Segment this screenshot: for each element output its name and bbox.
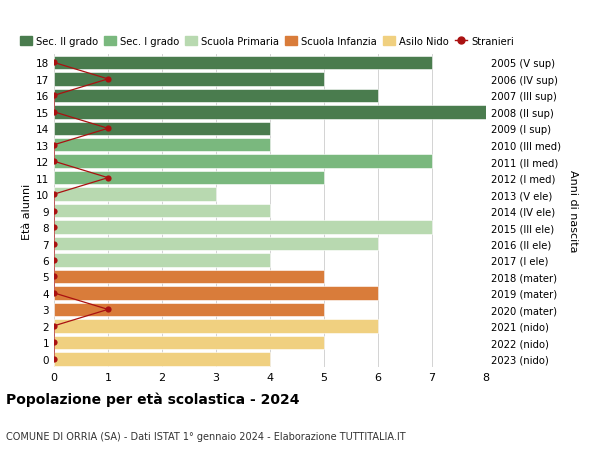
Bar	[54, 188, 216, 202]
Bar	[54, 270, 324, 284]
Point	[49, 257, 59, 264]
Point	[49, 207, 59, 215]
Bar	[54, 254, 270, 267]
Point	[49, 109, 59, 116]
Point	[49, 142, 59, 149]
Bar	[54, 204, 270, 218]
Point	[49, 241, 59, 248]
Point	[49, 158, 59, 166]
Point	[49, 92, 59, 100]
Bar	[54, 122, 270, 136]
Bar	[54, 319, 378, 333]
Bar	[54, 221, 432, 234]
Bar	[54, 352, 270, 366]
Point	[103, 174, 113, 182]
Bar	[54, 90, 378, 103]
Point	[103, 125, 113, 133]
Y-axis label: Anni di nascita: Anni di nascita	[568, 170, 578, 252]
Bar	[54, 73, 324, 86]
Text: Popolazione per età scolastica - 2024: Popolazione per età scolastica - 2024	[6, 392, 299, 406]
Y-axis label: Età alunni: Età alunni	[22, 183, 32, 239]
Bar	[54, 286, 378, 300]
Point	[49, 290, 59, 297]
Bar	[54, 172, 324, 185]
Text: COMUNE DI ORRIA (SA) - Dati ISTAT 1° gennaio 2024 - Elaborazione TUTTITALIA.IT: COMUNE DI ORRIA (SA) - Dati ISTAT 1° gen…	[6, 431, 406, 441]
Bar	[54, 139, 270, 152]
Bar	[54, 155, 432, 168]
Legend: Sec. II grado, Sec. I grado, Scuola Primaria, Scuola Infanzia, Asilo Nido, Stran: Sec. II grado, Sec. I grado, Scuola Prim…	[20, 37, 514, 47]
Point	[103, 76, 113, 84]
Point	[49, 191, 59, 198]
Bar	[54, 237, 378, 251]
Point	[49, 273, 59, 280]
Point	[103, 306, 113, 313]
Point	[49, 339, 59, 346]
Bar	[54, 336, 324, 349]
Point	[49, 323, 59, 330]
Point	[49, 355, 59, 363]
Bar	[54, 106, 486, 119]
Point	[49, 224, 59, 231]
Bar	[54, 56, 432, 70]
Bar	[54, 303, 324, 316]
Point	[49, 60, 59, 67]
